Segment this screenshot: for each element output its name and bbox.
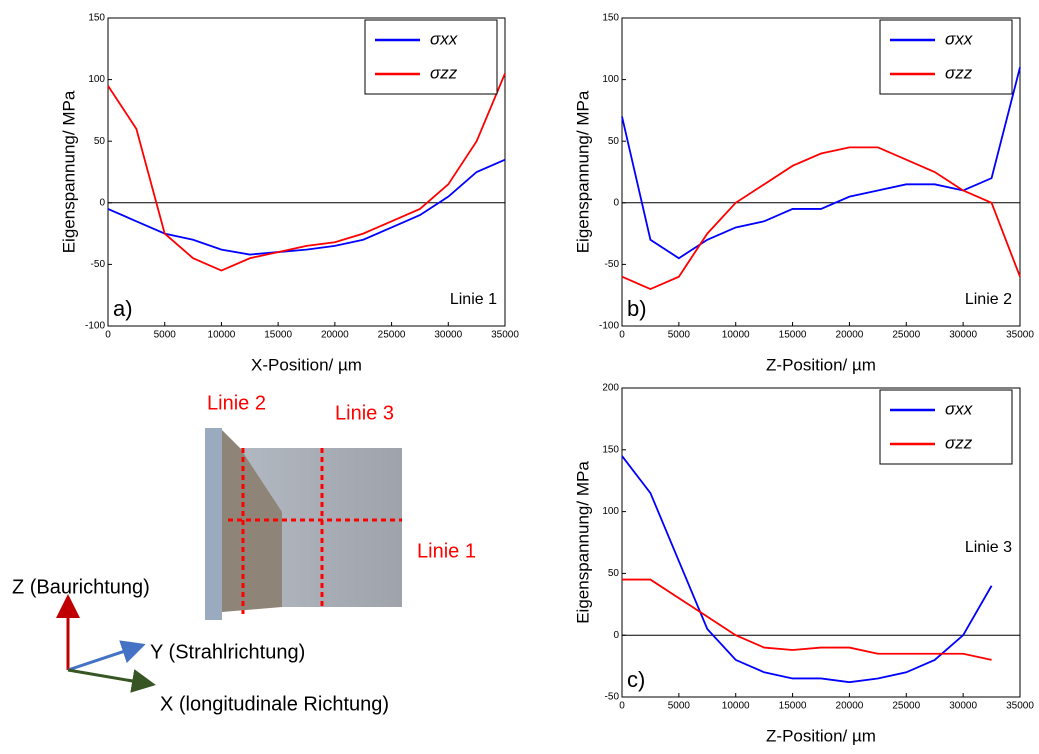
x-tick-label: 35000 — [1006, 701, 1034, 712]
chart: -100 -50 0 50 100 150 0 5000 10000 15000 20000 2500… — [573, 13, 1034, 375]
series-line — [622, 578, 992, 661]
legend-label: σzz — [430, 63, 458, 82]
x-tick-label: 15000 — [779, 701, 807, 712]
chart: -100 -50 0 50 100 150 0 5000 10000 15000 20000 2500… — [59, 13, 519, 375]
x-tick-label: 30000 — [434, 330, 462, 341]
legend-label: σxx — [945, 29, 973, 48]
y-tick-label: 50 — [94, 136, 106, 147]
annotation: Linie 3 — [965, 539, 1012, 556]
x-tick-label: 5000 — [668, 701, 691, 712]
x-axis-label: Z-Position/ µm — [766, 726, 876, 745]
y-tick-label: 0 — [99, 197, 105, 208]
legend-label: σxx — [945, 399, 973, 418]
y-tick-label: 0 — [613, 630, 619, 641]
legend — [879, 19, 1013, 95]
x-tick-label: 0 — [619, 330, 625, 341]
annotation: Linie 2 — [965, 291, 1012, 308]
y-tick-label: -100 — [599, 321, 619, 332]
x-tick-label: 10000 — [722, 330, 750, 341]
diagram-label: Linie 3 — [335, 402, 394, 424]
x-tick-label: 15000 — [264, 330, 292, 341]
annotation: Linie 1 — [450, 291, 497, 308]
specimen-diagram: Linie 2 Linie 3 Linie 1 Z (Baurichtung) … — [12, 392, 476, 715]
y-tick-label: 150 — [602, 444, 619, 455]
series-line — [107, 73, 506, 272]
legend-label: σzz — [945, 433, 973, 452]
y-tick-label: 150 — [602, 13, 619, 24]
y-tick-label: 50 — [608, 136, 620, 147]
x-tick-label: 0 — [619, 701, 625, 712]
y-tick-label: 100 — [602, 74, 619, 85]
x-axis-label: Z-Position/ µm — [766, 355, 876, 374]
y-tick-label: 100 — [88, 74, 105, 85]
diagram-label: X (longitudinale Richtung) — [160, 693, 389, 715]
x-tick-label: 35000 — [491, 330, 519, 341]
y-tick-label: 200 — [602, 383, 619, 394]
series-line — [621, 67, 1021, 260]
x-tick-label: 25000 — [892, 701, 920, 712]
x-tick-label: 35000 — [1006, 330, 1034, 341]
y-tick-label: 100 — [602, 506, 619, 517]
y-tick-label: 50 — [608, 568, 620, 579]
y-arrow — [67, 640, 146, 672]
x-tick-label: 0 — [105, 330, 111, 341]
panel-label: a) — [113, 296, 133, 321]
legend — [879, 389, 1013, 465]
x-tick-label: 25000 — [892, 330, 920, 341]
x-arrow — [67, 668, 156, 693]
legend-label: σxx — [430, 29, 458, 48]
x-tick-label: 20000 — [836, 701, 864, 712]
series-line — [107, 158, 506, 256]
x-tick-label: 10000 — [722, 701, 750, 712]
x-tick-label: 20000 — [836, 330, 864, 341]
panel-label: b) — [627, 296, 647, 321]
diagram-label: Linie 2 — [207, 392, 266, 414]
wedge — [222, 430, 282, 612]
plate — [205, 428, 222, 620]
series-line — [621, 455, 993, 684]
x-tick-label: 25000 — [378, 330, 406, 341]
y-tick-label: 150 — [88, 13, 105, 24]
y-tick-label: -50 — [605, 259, 620, 270]
y-tick-label: -50 — [605, 692, 620, 703]
x-tick-label: 5000 — [154, 330, 177, 341]
x-tick-label: 5000 — [668, 330, 691, 341]
diagram-label: Z (Baurichtung) — [12, 576, 150, 598]
panel-label: c) — [627, 667, 645, 692]
legend-label: σzz — [945, 63, 973, 82]
x-tick-label: 30000 — [949, 701, 977, 712]
x-axis-label: X-Position/ µm — [251, 355, 362, 374]
legend — [364, 19, 498, 95]
y-tick-label: 0 — [613, 197, 619, 208]
x-tick-label: 20000 — [321, 330, 349, 341]
x-tick-label: 10000 — [208, 330, 236, 341]
diagram-label: Linie 1 — [417, 540, 476, 562]
y-axis-label: Eigenspannung/ MPa — [573, 461, 592, 624]
y-axis-label: Eigenspannung/ MPa — [573, 90, 592, 253]
series-line — [621, 146, 1021, 291]
y-tick-label: -100 — [85, 321, 105, 332]
x-tick-label: 30000 — [949, 330, 977, 341]
diagram-label: Y (Strahlrichtung) — [150, 641, 305, 663]
y-tick-label: -50 — [91, 259, 106, 270]
y-axis-label: Eigenspannung/ MPa — [59, 90, 78, 253]
x-tick-label: 15000 — [779, 330, 807, 341]
